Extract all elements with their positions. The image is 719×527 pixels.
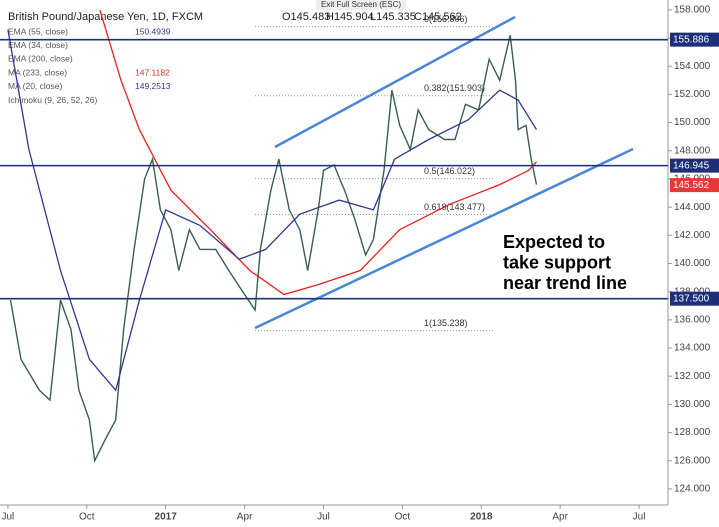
series-line xyxy=(9,35,538,464)
indicator-name: EMA (55, close) xyxy=(8,26,68,36)
ohlc-value: L145.335 xyxy=(370,11,416,23)
y-tick-label: 150.000 xyxy=(674,117,711,128)
level-label: 146.945 xyxy=(673,160,710,171)
level-tag xyxy=(670,32,719,47)
fib-label: 0(156.806) xyxy=(424,14,468,24)
indicator-name: MA (233, close) xyxy=(8,67,67,77)
fib-label: 0.618(143.477) xyxy=(424,202,485,212)
exit-button[interactable] xyxy=(316,0,406,10)
level-tag xyxy=(670,178,719,193)
y-tick-label: 144.000 xyxy=(674,202,711,213)
x-tick-label: 2018 xyxy=(470,512,493,523)
y-tick-label: 134.000 xyxy=(674,343,711,354)
fib-label: 0.382(151.903) xyxy=(424,83,485,93)
upper-trend-line xyxy=(274,15,516,149)
series-line xyxy=(7,29,538,392)
y-tick-label: 130.000 xyxy=(674,399,711,410)
x-tick-label: Jul xyxy=(633,512,646,523)
ohlc-value: C145.562 xyxy=(414,11,462,23)
y-tick-label: 154.000 xyxy=(674,61,711,72)
level-label: 145.562 xyxy=(673,180,710,191)
annotation: near trend line xyxy=(503,273,627,293)
level-label: 155.886 xyxy=(673,34,710,45)
y-tick-label: 142.000 xyxy=(674,230,711,241)
annotation: take support xyxy=(503,252,611,272)
x-tick-label: Apr xyxy=(237,512,253,523)
indicator-name: Ichimoku (9, 26, 52, 26) xyxy=(8,95,97,105)
x-tick-label: Apr xyxy=(552,512,568,523)
indicator-name: EMA (200, close) xyxy=(8,54,73,64)
chart-title: British Pound/Japanese Yen, 1D, FXCM xyxy=(8,11,203,23)
indicator-value: 149.2513 xyxy=(135,81,171,91)
level-label: 137.500 xyxy=(673,293,710,304)
exit-text: Exit Full Screen (ESC) xyxy=(321,0,401,9)
y-tick-label: 148.000 xyxy=(674,145,711,156)
fib-label: 0.5(146.022) xyxy=(424,166,475,176)
x-tick-label: Oct xyxy=(79,512,95,523)
level-tag xyxy=(670,158,719,173)
x-tick-label: Jul xyxy=(1,512,14,523)
y-tick-label: 152.000 xyxy=(674,89,711,100)
x-tick-label: 2017 xyxy=(155,512,178,523)
y-tick-label: 132.000 xyxy=(674,371,711,382)
fib-label: 1(135.238) xyxy=(424,318,468,328)
ohlc-value: H145.904 xyxy=(326,11,374,23)
series-line xyxy=(99,9,537,296)
y-tick-label: 126.000 xyxy=(674,455,711,466)
indicator-value: 147.1182 xyxy=(135,67,170,77)
indicator-value: 150.4939 xyxy=(135,26,171,36)
y-tick-label: 136.000 xyxy=(674,314,711,325)
x-tick-label: Oct xyxy=(395,512,411,523)
y-tick-label: 158.000 xyxy=(674,5,711,16)
ohlc-value: O145.483 xyxy=(282,11,330,23)
annotation: Expected to xyxy=(503,232,605,252)
y-tick-label: 128.000 xyxy=(674,427,711,438)
level-tag xyxy=(670,291,719,306)
y-tick-label: 124.000 xyxy=(674,484,711,495)
x-tick-label: Jul xyxy=(317,512,330,523)
indicator-name: MA (20, close) xyxy=(8,81,62,91)
indicator-name: EMA (34, close) xyxy=(8,40,68,50)
y-tick-label: 140.000 xyxy=(674,258,711,269)
